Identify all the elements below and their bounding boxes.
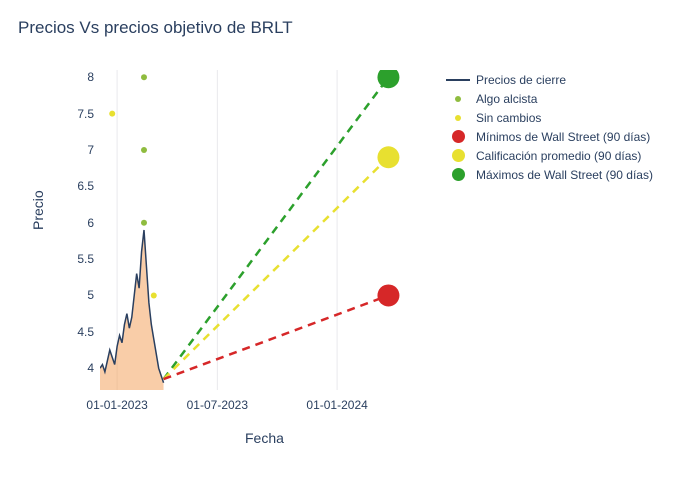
legend-swatch: [444, 79, 472, 81]
y-tick-label: 6: [87, 216, 94, 230]
chart-svg: [100, 70, 430, 390]
y-axis-label: Precio: [30, 190, 46, 230]
legend-swatch: [444, 115, 472, 121]
x-tick-label: 01-01-2024: [306, 398, 367, 412]
y-tick-label: 7.5: [77, 107, 94, 121]
legend-swatch: [444, 149, 472, 162]
legend-label: Calificación promedio (90 días): [476, 149, 641, 163]
y-tick-label: 6.5: [77, 179, 94, 193]
legend-item-nc[interactable]: Sin cambios: [444, 108, 653, 127]
legend-item-avg[interactable]: Calificación promedio (90 días): [444, 146, 653, 165]
legend-swatch: [444, 130, 472, 143]
legend-label: Máximos de Wall Street (90 días): [476, 168, 653, 182]
y-tick-label: 5.5: [77, 252, 94, 266]
y-tick-label: 4.5: [77, 325, 94, 339]
chart-title: Precios Vs precios objetivo de BRLT: [18, 18, 293, 38]
legend-label: Algo alcista: [476, 92, 537, 106]
legend-item-max[interactable]: Máximos de Wall Street (90 días): [444, 165, 653, 184]
legend-item-close[interactable]: Precios de cierre: [444, 70, 653, 89]
y-tick-label: 4: [87, 361, 94, 375]
legend-item-min[interactable]: Mínimos de Wall Street (90 días): [444, 127, 653, 146]
y-tick-label: 8: [87, 70, 94, 84]
x-axis-label: Fecha: [245, 430, 284, 446]
chart-plot-area: 44.555.566.577.5801-01-202301-07-202301-…: [100, 70, 430, 390]
legend-label: Mínimos de Wall Street (90 días): [476, 130, 650, 144]
legend-label: Sin cambios: [476, 111, 541, 125]
legend-swatch: [444, 96, 472, 102]
x-tick-label: 01-01-2023: [86, 398, 147, 412]
legend-label: Precios de cierre: [476, 73, 566, 87]
y-tick-label: 5: [87, 288, 94, 302]
legend-item-bull[interactable]: Algo alcista: [444, 89, 653, 108]
legend-swatch: [444, 168, 472, 181]
chart-legend: Precios de cierre Algo alcista Sin cambios…: [444, 70, 653, 184]
x-tick-label: 01-07-2023: [187, 398, 248, 412]
y-tick-label: 7: [87, 143, 94, 157]
